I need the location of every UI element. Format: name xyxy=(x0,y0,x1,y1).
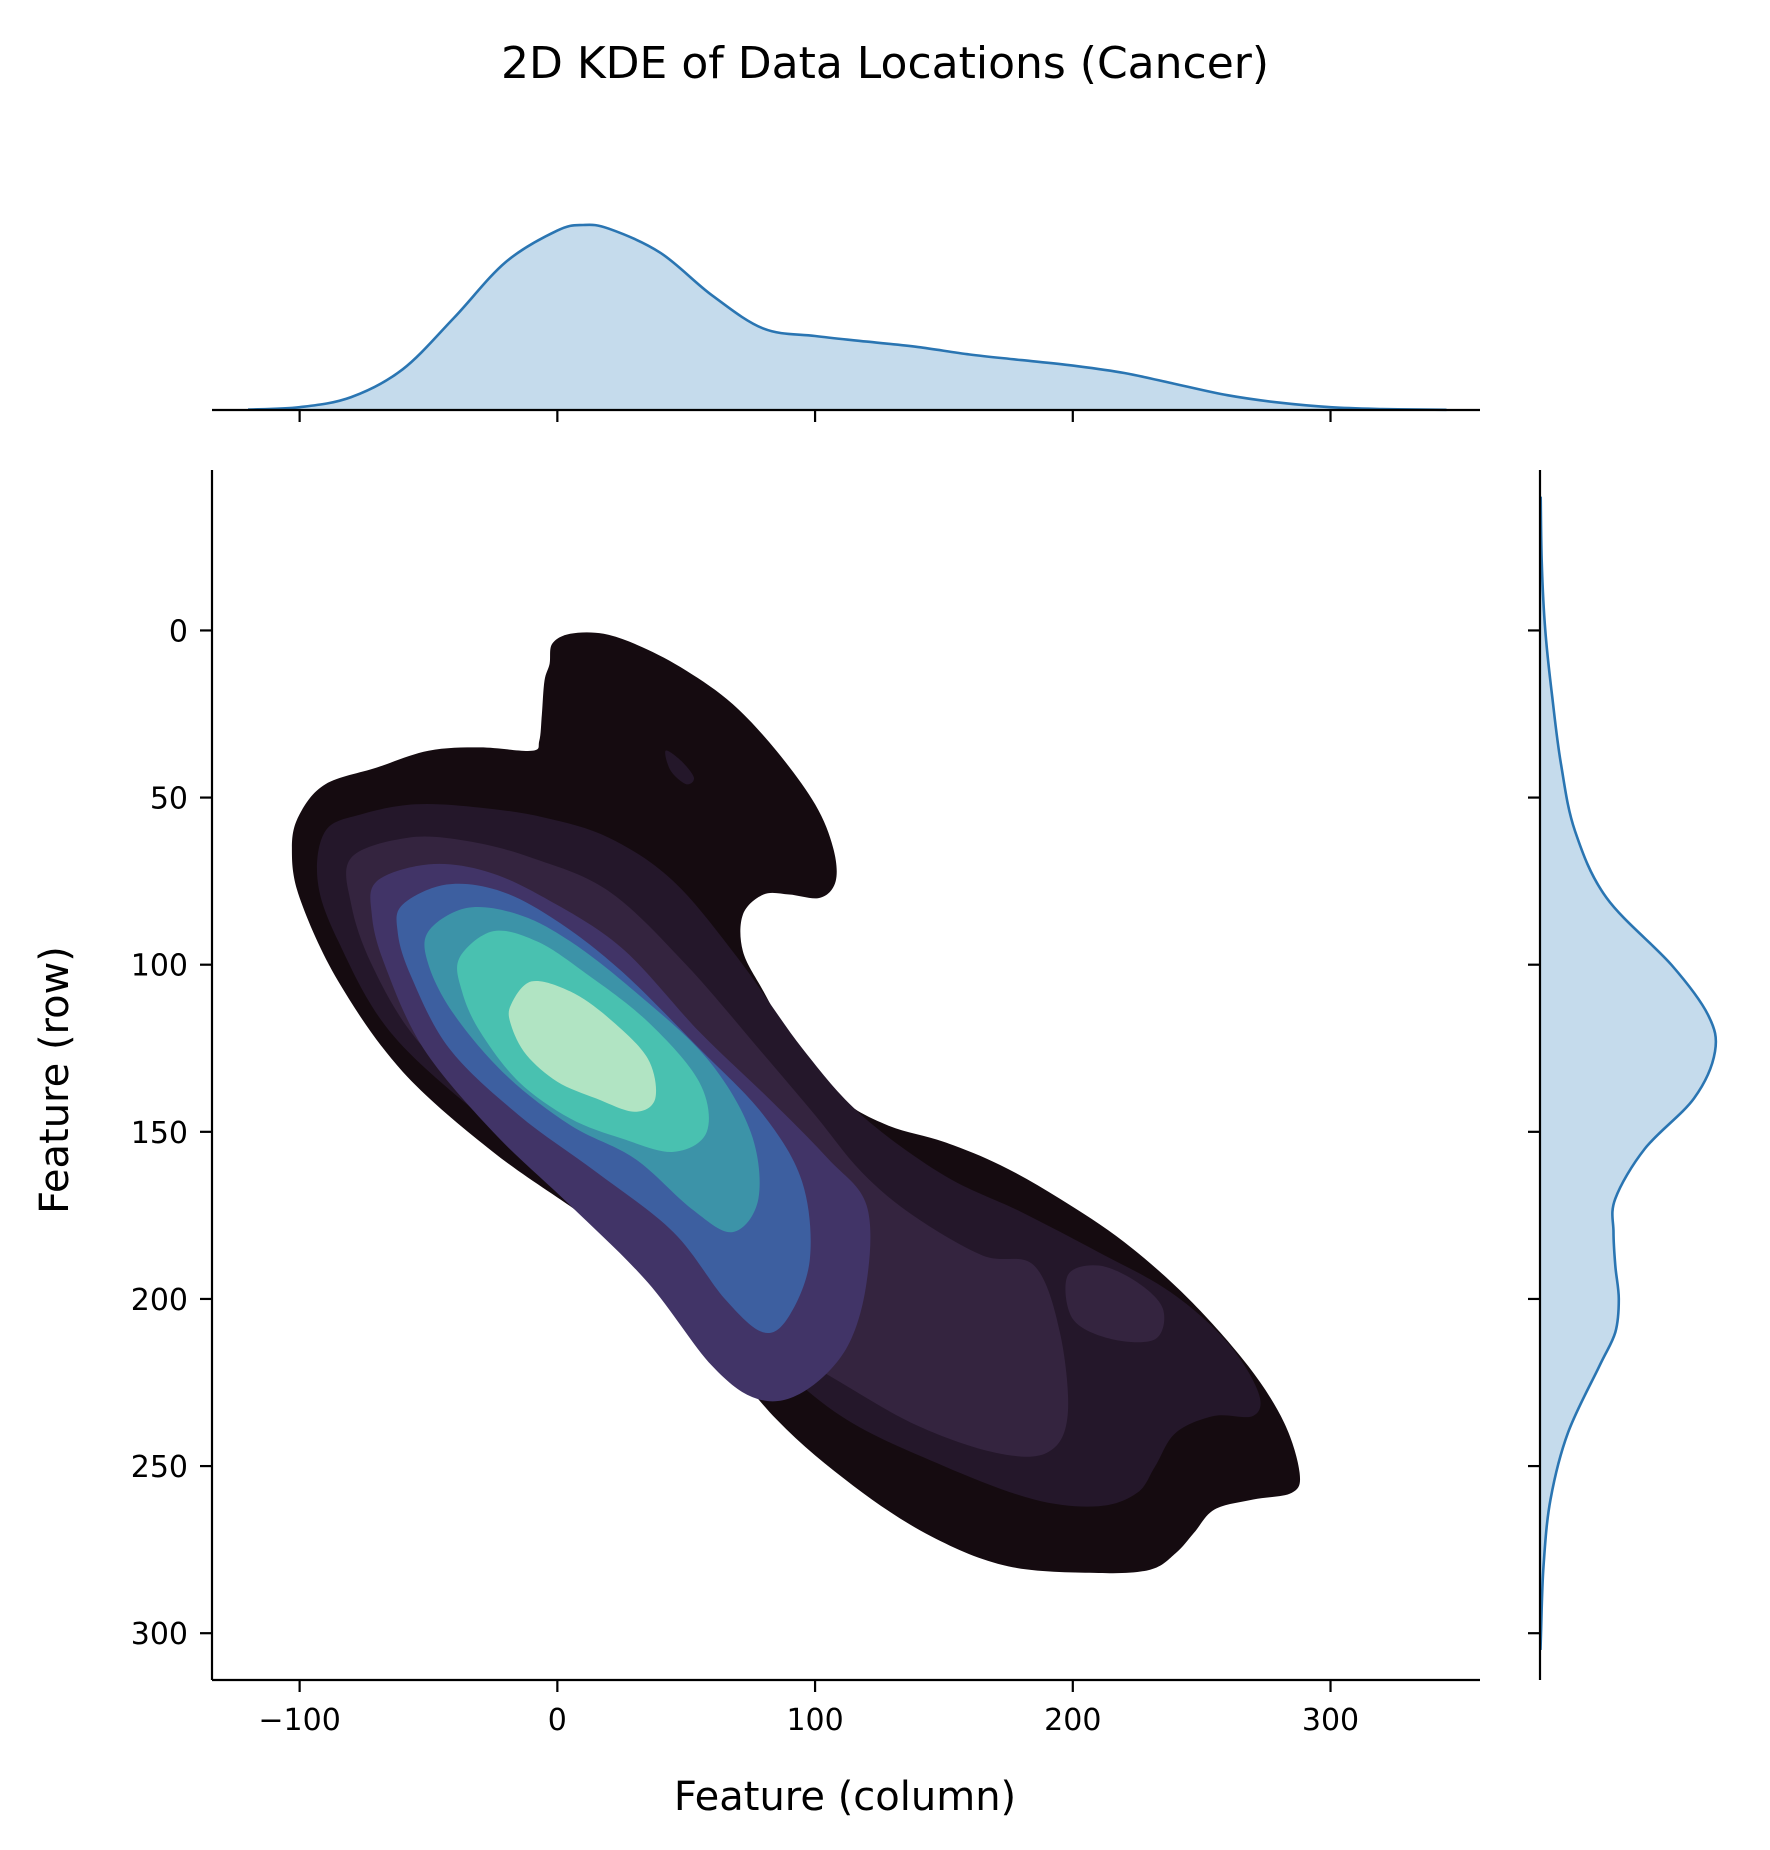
x-tick-label: 0 xyxy=(548,1703,567,1738)
contour-level-2-secondary xyxy=(665,750,695,785)
y-axis-label: Feature (row) xyxy=(32,946,78,1214)
y-tick-label: 300 xyxy=(131,1617,188,1652)
y-tick-label: 0 xyxy=(169,614,188,649)
x-marginal-line xyxy=(248,223,1447,412)
y-tick-label: 200 xyxy=(131,1283,188,1318)
kde-contour-plot xyxy=(291,632,1301,1574)
y-marginal-fill xyxy=(1540,496,1716,1650)
density-contours xyxy=(291,632,1301,1574)
x-tick-label: 200 xyxy=(1044,1703,1101,1738)
y-marginal-density xyxy=(1539,496,1718,1650)
x-tick-label: 300 xyxy=(1302,1703,1359,1738)
contour-level-8 xyxy=(508,980,657,1112)
x-tick-label: −100 xyxy=(258,1703,340,1738)
y-tick-label: 100 xyxy=(131,949,188,984)
chart-title: 2D KDE of Data Locations (Cancer) xyxy=(501,38,1269,89)
x-marginal-fill xyxy=(248,224,1447,410)
x-tick-label: 100 xyxy=(786,1703,843,1738)
y-tick-label: 150 xyxy=(131,1116,188,1151)
y-tick-label: 250 xyxy=(131,1450,188,1485)
x-axis-label: Feature (column) xyxy=(674,1774,1016,1820)
contour-level-3-secondary xyxy=(1065,1265,1165,1343)
x-marginal-density xyxy=(248,223,1447,412)
axes: −100 0 100 200 300 0 50 100 150 200 250 300 xyxy=(131,408,1542,1738)
y-tick-label: 50 xyxy=(150,782,188,817)
y-marginal-line xyxy=(1539,496,1718,1650)
